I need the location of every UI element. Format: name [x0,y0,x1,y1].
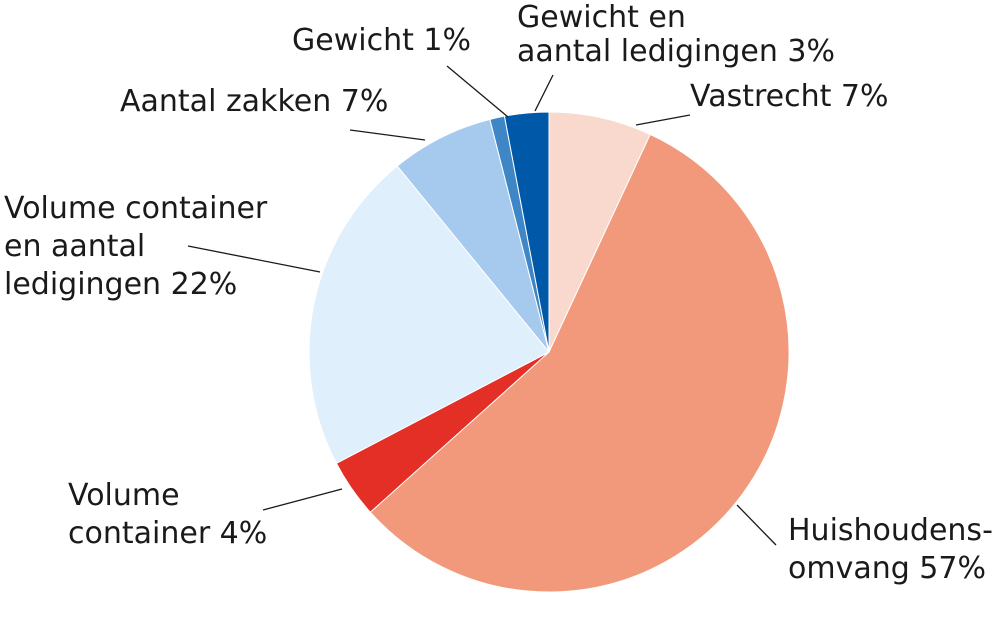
leader-lines [187,65,777,546]
slice-label-huishoudensomvang: Huishoudens-omvang 57% [788,513,993,586]
slice-label-gewicht: Gewicht 1% [292,23,471,58]
leader-line-gewicht-ledigingen [534,74,554,112]
slice-label-volume-container: Volume container 4% [68,478,267,551]
pie-slice-volume-ledigingen [308,165,550,464]
slice-label-line: Vastrecht 7% [690,79,889,114]
pie-slice-gewicht-ledigingen [503,111,550,353]
slice-label-line: Aantal zakken 7% [120,84,388,119]
slice-label-line: Huishoudens- [788,513,993,548]
pie-slice-huishoudensomvang [369,133,790,593]
pie-slices [308,111,790,593]
slice-label-line: Volume [68,478,180,513]
slice-label-line: Volume container [4,191,268,226]
slice-label-vastrecht: Vastrecht 7% [690,79,889,114]
pie-slice-vastrecht [548,111,651,353]
slice-label-aantal-zakken: Aantal zakken 7% [120,84,388,119]
leader-line-gewicht [446,65,509,118]
slice-label-line: Gewicht en [517,0,686,35]
slice-label-line: ledigingen 22% [4,267,237,302]
slice-label-line: Gewicht 1% [292,23,471,58]
leader-line-volume-ledigingen [187,245,321,273]
slice-label-line: en aantal [4,229,145,264]
slice-label-gewicht-ledigingen: Gewicht en aantal ledigingen 3% [517,0,835,69]
pie-slice-aantal-zakken [396,118,550,353]
slice-label-volume-ledigingen: Volume container en aantal ledigingen 22% [4,191,268,302]
leader-line-aantal-zakken [349,129,426,141]
slice-labels: Vastrecht 7% Huishoudens-omvang 57% Volume… [4,0,993,586]
slice-label-line: container 4% [68,516,267,551]
slice-label-line: aantal ledigingen 3% [517,34,835,69]
leader-line-huishoudensomvang [736,504,777,546]
leader-line-vastrecht [635,114,691,126]
leader-line-volume-container [262,488,343,511]
slice-label-line: omvang 57% [788,551,986,586]
